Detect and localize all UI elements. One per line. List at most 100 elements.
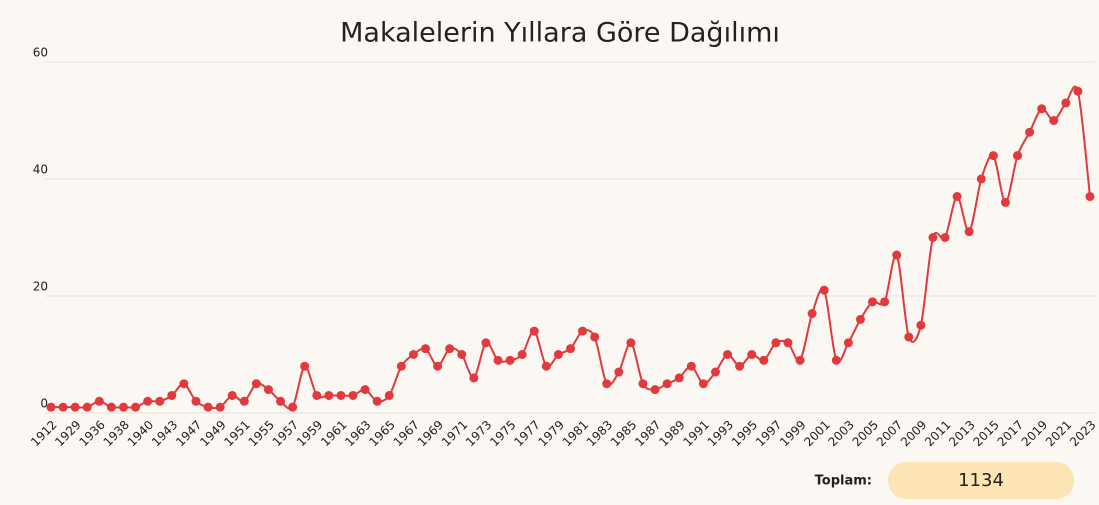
point bbox=[578, 326, 588, 336]
point bbox=[312, 390, 322, 400]
point bbox=[807, 309, 817, 319]
point bbox=[408, 350, 418, 359]
x-tick-label: 1995 bbox=[729, 418, 760, 449]
point bbox=[855, 314, 865, 324]
x-tick-label: 1981 bbox=[560, 418, 591, 449]
point bbox=[58, 402, 68, 412]
x-tick-label: 2005 bbox=[850, 418, 881, 449]
x-tick-label: 2021 bbox=[1043, 418, 1074, 449]
point bbox=[1000, 197, 1010, 207]
x-tick-label: 1991 bbox=[680, 418, 711, 449]
y-tick-label: 40 bbox=[33, 163, 48, 177]
point bbox=[988, 151, 998, 161]
point bbox=[735, 361, 745, 371]
x-tick-label: 1955 bbox=[246, 418, 277, 449]
point bbox=[710, 367, 720, 377]
point bbox=[904, 332, 914, 342]
point bbox=[324, 390, 334, 400]
point bbox=[46, 402, 56, 412]
point bbox=[227, 390, 237, 400]
x-tick-label: 2015 bbox=[970, 418, 1001, 449]
point bbox=[372, 396, 382, 406]
point bbox=[118, 402, 128, 412]
x-tick-label: 1938 bbox=[101, 418, 132, 449]
x-tick-label: 1969 bbox=[415, 418, 446, 449]
x-tick-label: 2003 bbox=[825, 418, 856, 449]
point bbox=[759, 355, 769, 365]
x-tick-label: 1957 bbox=[270, 418, 301, 449]
x-tick-label: 1943 bbox=[149, 418, 180, 449]
point bbox=[1049, 116, 1059, 125]
x-tick-label: 1936 bbox=[76, 418, 107, 449]
point bbox=[529, 326, 539, 336]
x-tick-label: 2011 bbox=[922, 418, 953, 449]
point bbox=[868, 297, 878, 307]
point bbox=[880, 297, 890, 307]
point bbox=[1037, 104, 1047, 114]
point bbox=[916, 320, 926, 330]
point bbox=[263, 385, 273, 395]
point bbox=[590, 332, 600, 342]
point bbox=[167, 390, 177, 400]
point bbox=[952, 192, 962, 202]
point bbox=[1073, 86, 1083, 96]
total-label: Toplam: bbox=[815, 474, 872, 489]
point bbox=[602, 379, 612, 389]
point bbox=[517, 350, 527, 359]
point bbox=[795, 355, 805, 365]
x-tick-label: 2007 bbox=[874, 418, 905, 449]
x-tick-label: 1977 bbox=[511, 418, 542, 449]
x-tick-label: 1971 bbox=[439, 418, 470, 449]
x-tick-label: 1961 bbox=[318, 418, 349, 449]
x-tick-label: 1940 bbox=[125, 418, 156, 449]
point bbox=[831, 355, 841, 365]
point bbox=[94, 396, 104, 406]
point bbox=[191, 396, 201, 406]
point bbox=[288, 402, 298, 412]
point bbox=[421, 344, 431, 354]
point bbox=[747, 350, 757, 359]
point bbox=[686, 361, 696, 371]
x-tick-label: 1997 bbox=[753, 418, 784, 449]
x-tick-label: 1979 bbox=[536, 418, 567, 449]
point bbox=[819, 285, 829, 295]
point bbox=[553, 350, 563, 359]
x-tick-label: 2023 bbox=[1067, 418, 1098, 449]
x-tick-label: 2019 bbox=[1019, 418, 1050, 449]
point bbox=[70, 402, 80, 412]
point bbox=[396, 361, 406, 371]
point bbox=[698, 379, 708, 389]
point bbox=[215, 402, 225, 412]
point bbox=[481, 338, 491, 348]
x-tick-label: 2017 bbox=[995, 418, 1026, 449]
point bbox=[300, 361, 310, 371]
point bbox=[541, 361, 551, 371]
y-tick-label: 20 bbox=[33, 280, 48, 294]
point bbox=[843, 338, 853, 348]
point bbox=[1085, 192, 1095, 202]
point bbox=[348, 390, 358, 400]
x-tick-label: 2001 bbox=[801, 418, 832, 449]
y-tick-label: 60 bbox=[33, 46, 48, 60]
x-tick-label: 1959 bbox=[294, 418, 325, 449]
x-tick-label: 1983 bbox=[584, 418, 615, 449]
x-tick-label: 1912 bbox=[28, 418, 59, 449]
point bbox=[106, 402, 116, 412]
x-tick-label: 1967 bbox=[391, 418, 422, 449]
point bbox=[1025, 127, 1035, 137]
point bbox=[505, 355, 515, 365]
point bbox=[638, 379, 648, 389]
x-tick-label: 2009 bbox=[898, 418, 929, 449]
point bbox=[614, 367, 624, 377]
point bbox=[964, 227, 974, 237]
point bbox=[662, 379, 672, 389]
point bbox=[179, 379, 189, 389]
point bbox=[276, 396, 286, 406]
point bbox=[82, 402, 92, 412]
point bbox=[1061, 98, 1071, 108]
point bbox=[360, 385, 370, 395]
total-box: Toplam: 1134 bbox=[815, 462, 1074, 499]
y-tick-label: 0 bbox=[40, 397, 48, 411]
